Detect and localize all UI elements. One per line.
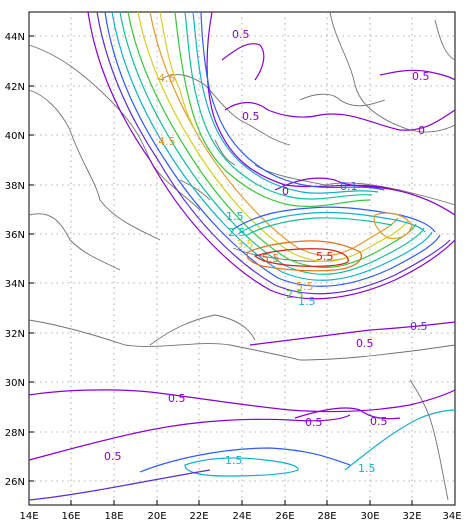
x-tick-label: 26E: [275, 511, 294, 522]
contour-label: 0.5: [104, 450, 122, 463]
y-tick-label: 28N: [5, 428, 25, 439]
contour-label: 1.5: [225, 454, 243, 467]
x-tick-label: 34E: [442, 511, 461, 522]
axis-ticks: [29, 35, 413, 505]
contours: [28, 11, 456, 501]
x-tick-label: 24E: [232, 511, 251, 522]
contour-label: 0: [418, 124, 425, 137]
contour-label: 5.5: [262, 252, 280, 265]
x-tick-label: 20E: [147, 511, 166, 522]
contour-label: 0.5: [356, 337, 374, 350]
contour-label: 0.5: [305, 416, 323, 429]
contour-label: 4.5: [158, 135, 176, 148]
contour-label: 1.5: [358, 462, 376, 475]
x-axis-labels: 14E 16E 18E 20E 22E 24E 26E 28E 30E 32E …: [19, 511, 461, 522]
y-tick-label: 26N: [5, 477, 25, 488]
x-tick-label: 18E: [104, 511, 123, 522]
y-tick-label: 34N: [5, 279, 25, 290]
y-tick-label: 42N: [5, 82, 25, 93]
contour-label: 5.5: [296, 280, 314, 293]
contour-label: 0.1: [340, 180, 358, 193]
y-tick-label: 40N: [5, 131, 25, 142]
contour-label: 1.5: [226, 210, 244, 223]
contour-labels: 0.5 0.5 0.5 0.5 0 0 0.1 4.5 2.5 1.5 3.5 …: [104, 28, 430, 475]
contour-label: 0.5: [232, 28, 250, 41]
x-tick-label: 28E: [317, 511, 336, 522]
y-tick-label: 32N: [5, 329, 25, 340]
contour-label: 0.5: [410, 320, 428, 333]
contour-label: 3.5: [236, 238, 254, 251]
contour-label: 0: [282, 185, 289, 198]
x-tick-label: 32E: [402, 511, 421, 522]
y-axis-labels: 44N 42N 40N 38N 36N 34N 32N 30N 28N 26N: [5, 32, 25, 488]
contour-label: 0.5: [370, 415, 388, 428]
y-tick-label: 44N: [5, 32, 25, 43]
y-tick-label: 38N: [5, 181, 25, 192]
y-tick-label: 30N: [5, 378, 25, 389]
map-frame: [28, 11, 456, 506]
y-tick-label: 36N: [5, 230, 25, 241]
contour-label: 5.5: [316, 250, 334, 263]
x-tick-label: 14E: [19, 511, 38, 522]
x-tick-label: 16E: [61, 511, 80, 522]
contour-label: 2.5: [228, 226, 246, 239]
contour-label: 0.5: [242, 110, 260, 123]
contour-label: 2.5: [286, 288, 304, 301]
contour-label: 4.5: [158, 72, 176, 85]
x-tick-label: 22E: [189, 511, 208, 522]
contour-label: 1.5: [298, 295, 316, 308]
x-tick-label: 30E: [360, 511, 379, 522]
contour-label: 0.5: [168, 392, 186, 405]
contour-label: 0.5: [412, 70, 430, 83]
